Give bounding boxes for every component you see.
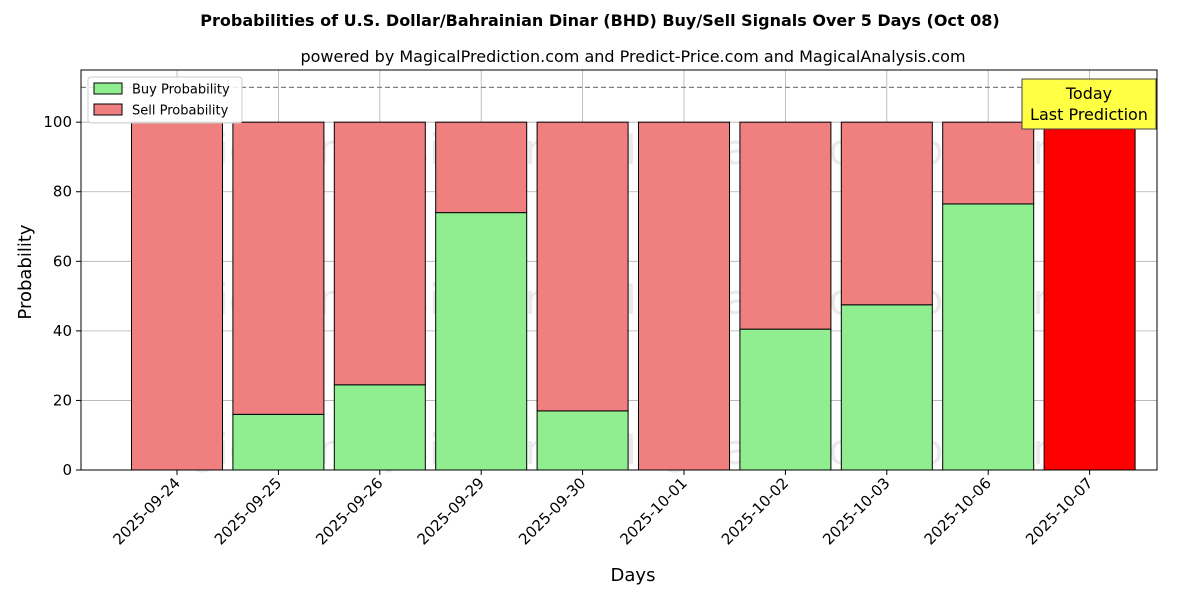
x-tick-label: 2025-10-01 xyxy=(616,474,690,548)
bar-sell xyxy=(232,121,325,415)
y-axis-label: Probability xyxy=(15,224,36,319)
y-tick-label: 0 xyxy=(62,461,72,479)
y-tick-label: 60 xyxy=(53,252,72,270)
bar-buy xyxy=(840,304,933,471)
bar-buy xyxy=(232,413,325,471)
x-tick-label: 2025-09-29 xyxy=(414,474,488,548)
y-axis: 0 20 40 60 80 100 xyxy=(43,113,81,479)
x-tick-label: 2025-09-24 xyxy=(109,474,183,548)
chart-subtitle: powered by MagicalPrediction.com and Pre… xyxy=(300,47,965,66)
x-tick-label: 2025-09-25 xyxy=(211,474,285,548)
bar-sell xyxy=(1043,121,1136,471)
legend-label: Buy Probability xyxy=(132,83,230,98)
bar-sell xyxy=(942,121,1035,205)
bar-buy xyxy=(739,328,832,471)
annotation-text: Today xyxy=(1065,84,1112,103)
y-tick-label: 80 xyxy=(53,183,72,201)
plot-frame xyxy=(80,69,1158,471)
x-tick-label: 2025-09-26 xyxy=(312,474,386,548)
legend-swatch xyxy=(93,82,123,95)
legend-box xyxy=(87,76,243,124)
annotation-text: Last Prediction xyxy=(1030,105,1148,124)
bar-sell xyxy=(435,121,528,214)
x-tick-label: 2025-10-03 xyxy=(819,474,893,548)
y-tick-label: 20 xyxy=(53,391,72,409)
bar-sell xyxy=(739,121,832,330)
chart-title: Probabilities of U.S. Dollar/Bahrainian … xyxy=(200,11,999,30)
legend: Buy Probability Sell Probability xyxy=(87,76,243,124)
bar-sell xyxy=(638,121,730,471)
legend-label: Sell Probability xyxy=(132,104,229,119)
bar-buy xyxy=(435,212,528,471)
bar-buy xyxy=(536,410,629,471)
y-tick-label: 40 xyxy=(53,322,72,340)
x-tick-label: 2025-10-06 xyxy=(921,474,995,548)
today-annotation: Today Last Prediction xyxy=(1021,78,1157,130)
bar-sell xyxy=(840,121,933,306)
y-tick-label: 100 xyxy=(43,113,72,131)
bar-sell xyxy=(536,121,629,412)
x-tick-label: 2025-10-02 xyxy=(718,474,792,548)
bar-buy xyxy=(333,384,426,471)
x-tick-label: 2025-10-07 xyxy=(1022,474,1096,548)
annotation-box xyxy=(1021,78,1157,130)
x-axis: 2025-09-24 2025-09-25 2025-09-26 2025-09-29… xyxy=(109,470,1096,548)
bar-buy xyxy=(942,203,1035,471)
legend-swatch xyxy=(93,103,123,116)
x-axis-label: Days xyxy=(611,565,656,586)
bar-sell xyxy=(131,121,223,471)
bars xyxy=(131,121,1136,471)
x-tick-label: 2025-09-30 xyxy=(515,474,589,548)
bar-sell xyxy=(333,121,426,386)
